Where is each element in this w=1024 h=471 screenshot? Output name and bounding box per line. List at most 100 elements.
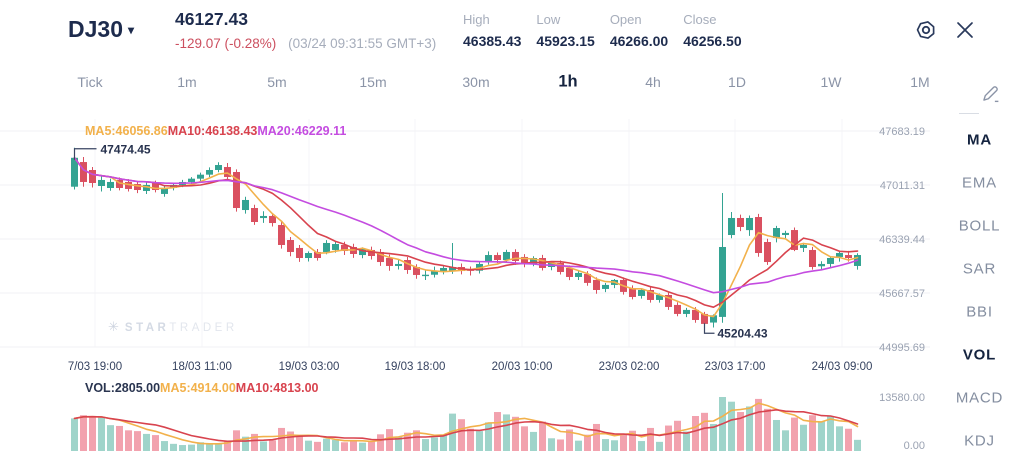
volume-bar xyxy=(206,443,213,451)
symbol-selector[interactable]: DJ30 ▾ xyxy=(68,16,134,43)
sidebar-item-ema[interactable]: EMA xyxy=(962,174,997,192)
sidebar-item-bbi[interactable]: BBI xyxy=(966,303,993,321)
candle xyxy=(656,294,663,300)
tab-5m[interactable]: 5m xyxy=(267,74,287,90)
candle xyxy=(323,242,330,252)
candle xyxy=(431,271,438,275)
tab-1w[interactable]: 1W xyxy=(820,74,842,90)
sidebar-item-vol[interactable]: VOL xyxy=(962,346,997,364)
sidebar-item-macd[interactable]: MACD xyxy=(955,389,1004,407)
volume-bar xyxy=(224,440,231,451)
candle xyxy=(359,249,366,256)
stat-value: 46385.43 xyxy=(463,33,522,49)
volume-bar xyxy=(125,430,132,451)
stat-value: 45923.15 xyxy=(536,33,595,49)
candle xyxy=(827,258,834,264)
volume-bar xyxy=(530,431,537,451)
price-sub-line: -129.07 (-0.28%) (03/24 09:31:55 GMT+3) xyxy=(175,36,436,51)
sidebar-item-sar[interactable]: SAR xyxy=(962,260,997,278)
caret-down-icon: ▾ xyxy=(127,23,135,37)
candle xyxy=(260,215,267,219)
volume-bar xyxy=(737,412,744,451)
tab-tick[interactable]: Tick xyxy=(77,74,103,90)
volume-bar xyxy=(305,440,312,451)
candle xyxy=(782,232,789,236)
volume-bar xyxy=(107,425,114,451)
volume-bar xyxy=(647,427,654,451)
volume-bar xyxy=(701,412,708,451)
stat-label: High xyxy=(463,12,490,27)
stat-low: Low 45923.15 xyxy=(536,12,594,49)
volume-bar xyxy=(809,415,816,451)
close-button[interactable] xyxy=(952,17,978,43)
volume-bar xyxy=(386,429,393,451)
volume-bar xyxy=(836,426,843,451)
candle xyxy=(593,279,600,290)
candle xyxy=(404,260,411,270)
sidebar-item-boll[interactable]: BOLL xyxy=(958,217,1001,235)
candle xyxy=(719,246,726,317)
candle xyxy=(521,256,528,264)
volume-bar xyxy=(800,424,807,451)
tab-1m[interactable]: 1M xyxy=(910,74,930,90)
settings-button[interactable] xyxy=(913,17,939,43)
volume-bar xyxy=(629,430,636,451)
sidebar-item-kdj[interactable]: KDJ xyxy=(964,432,995,450)
volume-bar xyxy=(287,431,294,451)
volume-bar xyxy=(251,433,258,451)
volume-bar xyxy=(143,433,150,451)
candle xyxy=(746,217,753,231)
tab-1h[interactable]: 1h xyxy=(558,72,578,91)
candle xyxy=(296,247,303,259)
draw-tools-button[interactable] xyxy=(977,80,1003,106)
candles-layer xyxy=(71,147,861,331)
ma-legend-entry-2: MA20:46229.11 xyxy=(257,124,347,138)
time-axis-tick: 23/03 02:00 xyxy=(599,361,660,373)
ma-legend: MA5:46056.86MA10:46138.43MA20:46229.11 xyxy=(85,124,346,138)
volume-bar xyxy=(80,415,87,451)
volume-bar xyxy=(404,432,411,451)
volume-bar xyxy=(197,442,204,451)
candle xyxy=(809,249,816,268)
time-axis-tick: 24/03 09:00 xyxy=(812,361,873,373)
current-price: 46127.43 xyxy=(175,9,248,29)
ohlc-stats: High 46385.43 Low 45923.15 Open 46266.00 Close… xyxy=(463,12,757,49)
volume-bar xyxy=(179,445,186,451)
candle xyxy=(566,267,573,277)
price-axis-tick: 45667.57 xyxy=(879,288,925,300)
volume-bar xyxy=(242,436,249,451)
volume-bar xyxy=(215,443,222,451)
volume-bar xyxy=(260,441,267,451)
volume-bar xyxy=(368,441,375,451)
tab-1d[interactable]: 1D xyxy=(728,74,746,90)
price-chart-canvas[interactable]: 47683.19 47011.31 46339.44 45667.57 44995.69… xyxy=(0,105,935,471)
tab-4h[interactable]: 4h xyxy=(645,74,661,90)
volume-bar xyxy=(584,434,591,451)
volume-bar xyxy=(413,430,420,451)
candle xyxy=(440,267,447,272)
candle xyxy=(503,251,510,261)
volume-bar xyxy=(764,408,771,451)
tab-1m[interactable]: 1m xyxy=(177,74,197,90)
candle xyxy=(692,309,699,320)
indicator-sidebar: MA EMA BOLL SAR BBI VOL MACD KDJ xyxy=(935,105,1024,471)
price-timestamp: (03/24 09:31:55 GMT+3) xyxy=(288,36,437,51)
candle xyxy=(116,179,123,188)
watermark: ✳ STARTRADER xyxy=(108,319,238,335)
tab-30m[interactable]: 30m xyxy=(462,74,490,90)
candle xyxy=(89,169,96,184)
price-change: -129.07 (-0.28%) xyxy=(175,36,277,51)
tab-15m[interactable]: 15m xyxy=(359,74,387,90)
vol-legend-entry-1: MA5:4914.00 xyxy=(160,381,236,395)
volume-bar xyxy=(296,435,303,451)
volume-bar xyxy=(611,440,618,451)
candle xyxy=(278,224,285,245)
candle xyxy=(215,165,222,170)
candle xyxy=(413,267,420,275)
candle xyxy=(710,315,717,323)
candle xyxy=(80,162,87,182)
volume-axis-tick: 0.00 xyxy=(904,440,925,452)
stat-close: Close 46256.50 xyxy=(683,12,741,49)
sidebar-item-ma[interactable]: MA xyxy=(967,131,992,149)
volume-ma10-line xyxy=(73,408,859,443)
